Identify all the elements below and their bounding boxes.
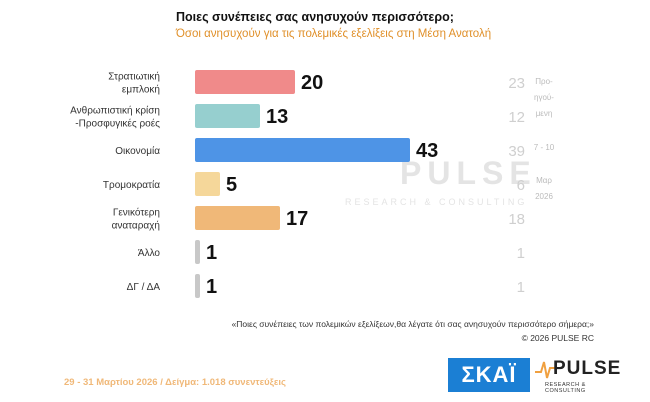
chart-subtitle: Όσοι ανησυχούν για τις πολεμικές εξελίξε… bbox=[176, 28, 492, 40]
bar bbox=[195, 206, 280, 230]
category-label: Γενικότερη αναταραχή bbox=[112, 207, 160, 232]
category-label-line: -Προσφυγικές ροές bbox=[75, 118, 160, 130]
skai-logo: ΣΚΑΪ bbox=[448, 358, 530, 392]
category-label: ΔΓ / ΔΑ bbox=[127, 282, 161, 293]
previous-wave-caption: μενη bbox=[536, 109, 553, 118]
previous-value-label: 39 bbox=[508, 143, 525, 160]
category-label-line: αναταραχή bbox=[112, 220, 160, 232]
previous-wave-caption: Προ- bbox=[535, 77, 553, 86]
previous-value-label: 12 bbox=[508, 109, 525, 126]
bar-value-label: 43 bbox=[416, 140, 438, 162]
watermark-subtext: RESEARCH & CONSULTING bbox=[345, 197, 527, 207]
bar-value-label: 20 bbox=[301, 72, 323, 94]
previous-value-label: 1 bbox=[517, 245, 525, 262]
watermark-text: PULSE bbox=[400, 155, 537, 191]
bar bbox=[195, 104, 260, 128]
copyright-note: © 2026 PULSE RC bbox=[521, 333, 594, 343]
category-label-line: εμπλοκή bbox=[122, 84, 160, 96]
previous-wave-caption: ηγού- bbox=[534, 93, 554, 102]
bar-value-label: 5 bbox=[226, 174, 237, 196]
category-label-line: Στρατιωτική bbox=[108, 71, 160, 83]
bar-value-label: 17 bbox=[286, 208, 308, 230]
pulse-heartbeat-icon bbox=[535, 361, 555, 379]
bar bbox=[195, 172, 220, 196]
bar-value-label: 1 bbox=[206, 242, 217, 264]
bar bbox=[195, 274, 200, 298]
bar-value-label: 13 bbox=[266, 106, 288, 128]
pulse-logo: PULSE RESEARCH & CONSULTING bbox=[535, 356, 620, 394]
previous-wave-caption: 2026 bbox=[535, 192, 553, 201]
fieldwork-info: 29 - 31 Μαρτίου 2026 / Δείγμα: 1.018 συν… bbox=[64, 377, 286, 388]
category-label: Στρατιωτική εμπλοκή bbox=[108, 71, 160, 96]
pulse-logo-text: PULSE bbox=[553, 358, 622, 379]
previous-value-label: 23 bbox=[508, 75, 525, 92]
bar bbox=[195, 138, 410, 162]
previous-value-label: 18 bbox=[508, 211, 525, 228]
category-label: Τρομοκρατία bbox=[103, 179, 160, 191]
category-label-line: Οικονομία bbox=[115, 145, 160, 157]
category-label: Άλλο bbox=[138, 248, 161, 259]
category-label-line: Γενικότερη bbox=[113, 207, 160, 219]
bar-chart: PULSE RESEARCH & CONSULTING Στρατιωτική εμπ… bbox=[70, 70, 555, 298]
bar bbox=[195, 70, 295, 94]
previous-wave-caption: 7 - 10 bbox=[534, 143, 555, 152]
bar bbox=[195, 240, 200, 264]
question-note: «Ποιες συνέπειες των πολεμικών εξελίξεων… bbox=[231, 319, 594, 329]
bar-value-label: 1 bbox=[206, 276, 217, 298]
chart-title: Ποιες συνέπειες σας ανησυχούν περισσότερ… bbox=[176, 10, 454, 24]
previous-value-label: 1 bbox=[517, 279, 525, 296]
category-label-line: ΔΓ / ΔΑ bbox=[127, 282, 161, 293]
category-label-line: Άλλο bbox=[138, 248, 161, 259]
category-label-line: Ανθρωπιστική κρίση bbox=[70, 105, 160, 117]
previous-wave-caption: Μαρ bbox=[536, 176, 552, 185]
category-label-line: Τρομοκρατία bbox=[103, 179, 160, 191]
previous-value-label: 6 bbox=[517, 177, 525, 194]
category-label: Ανθρωπιστική κρίση -Προσφυγικές ροές bbox=[70, 105, 160, 130]
pulse-logo-subtext: RESEARCH & CONSULTING bbox=[545, 382, 586, 394]
category-label: Οικονομία bbox=[115, 145, 160, 157]
